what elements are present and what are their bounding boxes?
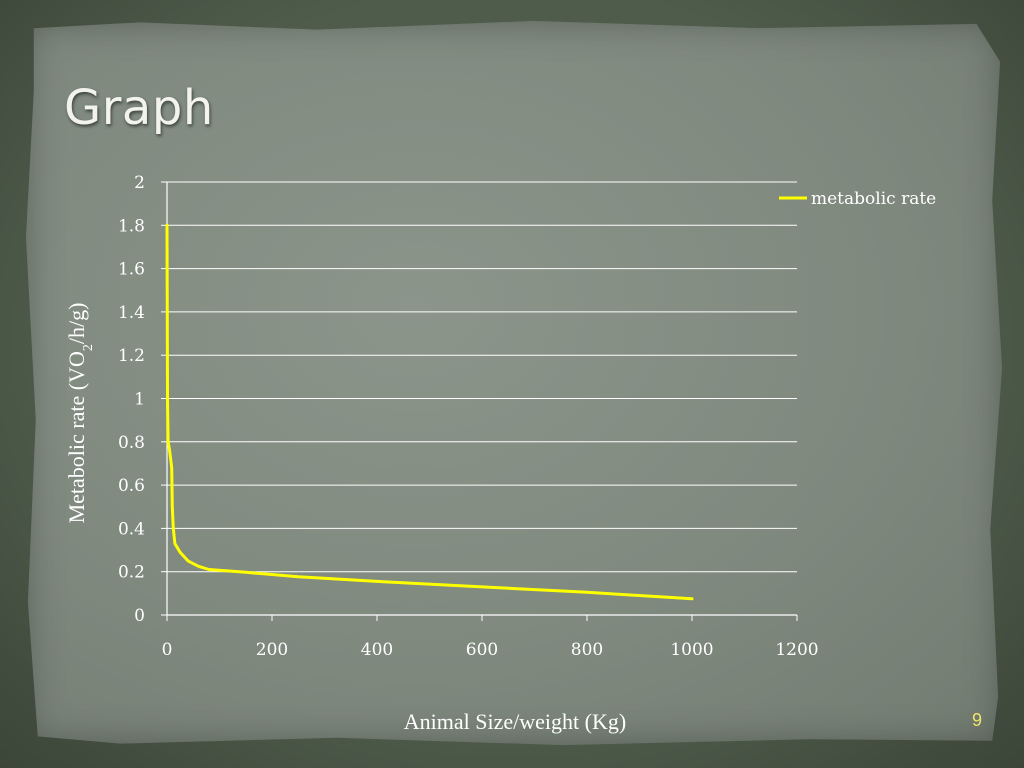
legend: metabolic rate bbox=[779, 189, 936, 209]
slide-title: Graph bbox=[64, 80, 214, 136]
y-tick-label: 0.2 bbox=[118, 563, 145, 583]
y-tick-label: 1.4 bbox=[118, 303, 145, 323]
y-tick-label: 2 bbox=[134, 173, 145, 193]
x-axis-title: Animal Size/weight (Kg) bbox=[404, 709, 626, 734]
y-tick-label: 1.8 bbox=[118, 216, 145, 236]
y-axis-title-subscript: 2 bbox=[81, 344, 96, 351]
x-tick-label: 800 bbox=[571, 640, 603, 660]
y-axis-title-unit: /h/g) bbox=[64, 303, 89, 345]
series-lines bbox=[165, 223, 694, 601]
y-tick-label: 0.8 bbox=[118, 433, 145, 453]
y-tick-label: 0.6 bbox=[118, 476, 145, 496]
y-tick-label: 1.6 bbox=[118, 260, 145, 280]
y-tick-label: 1.2 bbox=[118, 346, 145, 366]
paper-panel bbox=[25, 20, 1003, 746]
x-tick-label: 200 bbox=[256, 640, 288, 660]
x-tick-label: 1000 bbox=[670, 640, 713, 660]
x-tick-label: 400 bbox=[361, 640, 393, 660]
x-tick-label: 0 bbox=[162, 640, 173, 660]
x-tick-label: 1200 bbox=[775, 640, 818, 660]
x-tick-labels: 0 200 400 600 800 1000 1200 bbox=[162, 640, 819, 660]
grid-lines bbox=[161, 181, 797, 616]
x-tick-label: 600 bbox=[466, 640, 498, 660]
series-line-metabolic-rate bbox=[165, 223, 694, 601]
y-tick-label: 0.4 bbox=[118, 519, 145, 539]
y-axis-title-text: Metabolic rate (VO bbox=[64, 351, 89, 523]
y-tick-label: 1 bbox=[134, 390, 145, 410]
y-tick-label: 0 bbox=[134, 606, 145, 626]
page-number: 9 bbox=[971, 710, 982, 730]
axes bbox=[166, 182, 798, 621]
legend-label: metabolic rate bbox=[811, 189, 936, 209]
y-tick-labels: 0 0.2 0.4 0.6 0.8 1 1.2 1.4 1.6 1.8 2 bbox=[118, 173, 145, 626]
y-axis-title: Metabolic rate (VO2/h/g) bbox=[64, 303, 96, 524]
